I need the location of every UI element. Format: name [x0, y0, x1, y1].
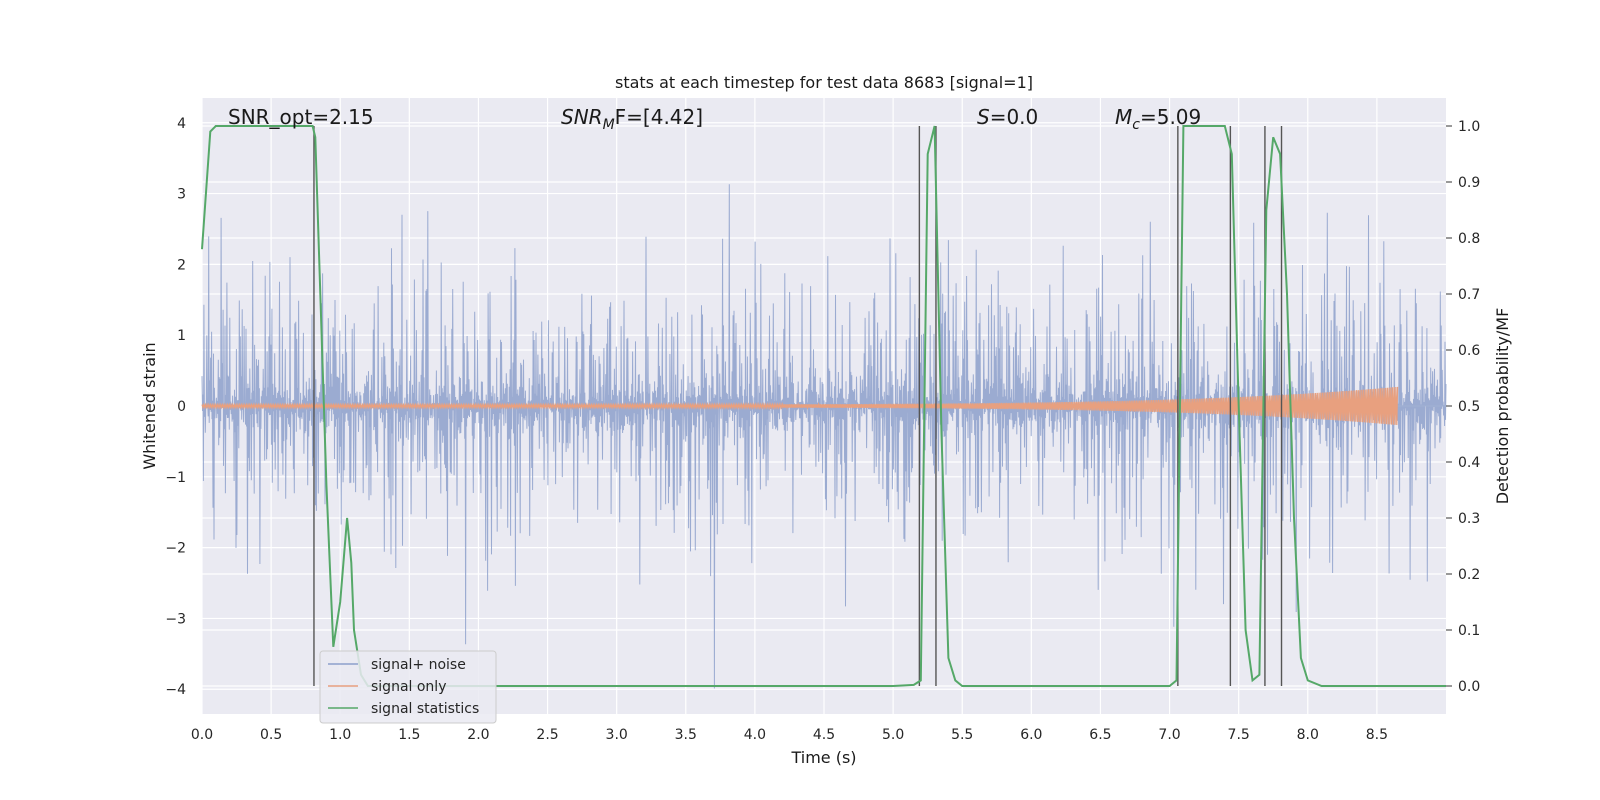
y-axis-title-right: Detection probability/MF: [1493, 308, 1512, 505]
legend-label-signal-only: signal only: [371, 679, 446, 695]
y-right-tick-10: 0.0: [1458, 679, 1480, 695]
y-left-tick-2: 2: [177, 257, 186, 273]
y-left-tick-5: −1: [165, 470, 186, 486]
x-tick-4: 2.0: [467, 727, 489, 743]
annotation-mc: Mc=5.09: [1115, 105, 1201, 133]
x-tick-16: 8.0: [1297, 727, 1319, 743]
x-tick-9: 4.5: [813, 727, 835, 743]
snr-mf-sub: M: [603, 117, 615, 133]
s-main: S: [977, 105, 990, 129]
x-tick-12: 6.0: [1020, 727, 1042, 743]
annotation-snr-mf: SNRMF=[4.42]: [561, 105, 703, 133]
mc-sub: c: [1132, 117, 1140, 133]
series-signal-statistics: [201, 125, 1446, 687]
x-tick-1: 0.5: [260, 727, 282, 743]
y-left-tick-0: 4: [177, 116, 186, 132]
y-right-tick-1: 0.9: [1458, 175, 1480, 191]
y-right-tick-7: 0.3: [1458, 511, 1480, 527]
x-tick-5: 2.5: [536, 727, 558, 743]
s-rest: =0.0: [990, 105, 1039, 129]
x-tick-14: 7.0: [1158, 727, 1180, 743]
y-right-tick-4: 0.6: [1458, 343, 1480, 359]
y-right-tick-6: 0.4: [1458, 455, 1480, 471]
y-right-tick-5: 0.5: [1458, 399, 1480, 415]
chart-title: stats at each timestep for test data 868…: [615, 73, 1033, 92]
x-tick-15: 7.5: [1228, 727, 1250, 743]
x-axis-title: Time (s): [790, 748, 856, 767]
annotation-s: S=0.0: [977, 105, 1038, 129]
y-right-tick-9: 0.1: [1458, 623, 1480, 639]
x-tick-0: 0.0: [191, 727, 213, 743]
y-left-tick-labels: 4 3 2 1 0 −1 −2 −3 −4: [165, 116, 186, 698]
snr-mf-main: SNR: [561, 105, 603, 129]
x-tick-10: 5.0: [882, 727, 904, 743]
y-left-tick-1: 3: [177, 187, 186, 203]
legend-label-signal-noise: signal+ noise: [371, 657, 466, 673]
x-tick-8: 4.0: [744, 727, 766, 743]
y-right-tick-0: 1.0: [1458, 119, 1480, 135]
x-tick-3: 1.5: [398, 727, 420, 743]
y-left-tick-8: −4: [165, 682, 186, 698]
x-tick-labels: 0.0 0.5 1.0 1.5 2.0 2.5 3.0 3.5 4.0 4.5 5.0 5.5 6.0 6…: [191, 727, 1388, 743]
y-left-tick-6: −2: [165, 541, 186, 557]
annotation-snr-opt: SNR_opt=2.15: [228, 105, 374, 129]
x-tick-2: 1.0: [329, 727, 351, 743]
x-tick-6: 3.0: [606, 727, 628, 743]
y-axis-title-left: Whitened strain: [140, 342, 159, 469]
y-left-tick-7: −3: [165, 611, 186, 627]
signal-chirp: [201, 386, 1399, 426]
x-tick-17: 8.5: [1366, 727, 1388, 743]
legend-label-signal-statistics: signal statistics: [371, 701, 479, 717]
series-signal-only: [201, 386, 1399, 426]
y-right-tick-labels: 1.0 0.9 0.8 0.7 0.6 0.5 0.4 0.3 0.2 0.1 0.0: [1446, 119, 1480, 695]
x-tick-11: 5.5: [951, 727, 973, 743]
mc-main: M: [1115, 105, 1132, 129]
x-tick-7: 3.5: [675, 727, 697, 743]
statistics-line: [201, 125, 1446, 687]
y-right-tick-8: 0.2: [1458, 567, 1480, 583]
y-left-tick-3: 1: [177, 328, 186, 344]
legend-box: [319, 650, 497, 724]
legend: signal+ noise signal only signal statist…: [319, 650, 497, 724]
mc-rest: =5.09: [1140, 105, 1201, 129]
snr-mf-rest: F=[4.42]: [615, 105, 703, 129]
y-right-tick-2: 0.8: [1458, 231, 1480, 247]
y-left-tick-4: 0: [177, 399, 186, 415]
y-right-tick-3: 0.7: [1458, 287, 1480, 303]
x-tick-13: 6.5: [1089, 727, 1111, 743]
